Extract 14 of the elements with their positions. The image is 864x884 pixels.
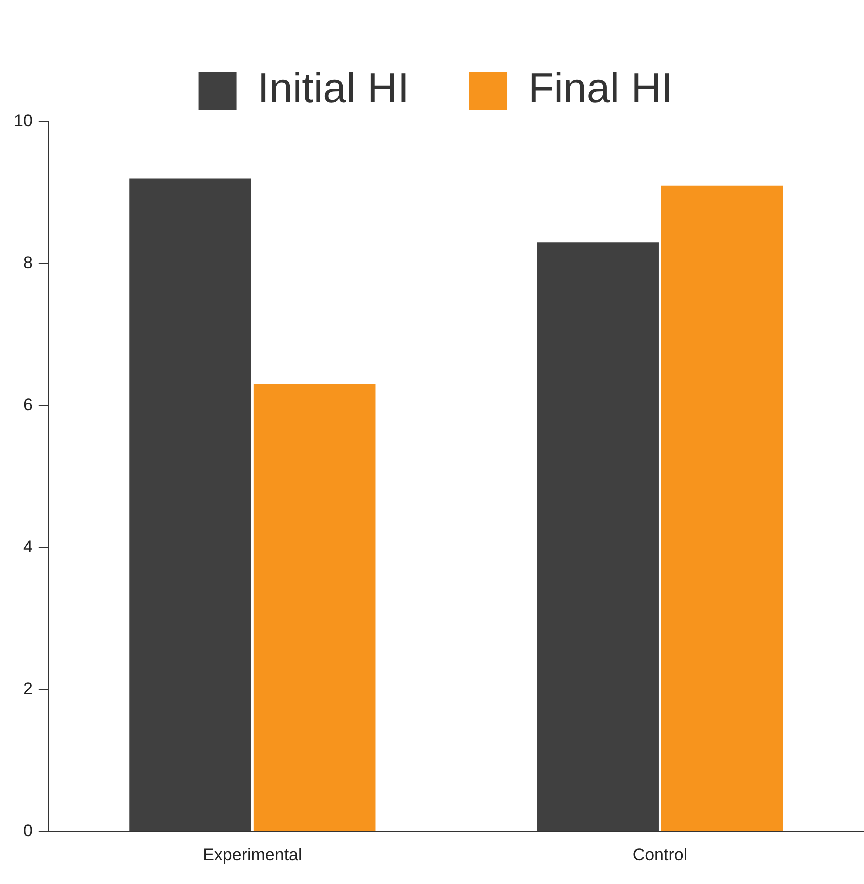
y-tick-label: 2 [23, 679, 33, 698]
x-tick-label: Experimental [203, 845, 302, 864]
legend-label: Final HI [528, 64, 674, 112]
x-tick-label: Control [632, 845, 688, 864]
y-tick-label: 6 [23, 396, 33, 415]
y-tick-label: 8 [23, 254, 33, 273]
bar [254, 384, 376, 832]
bar [130, 178, 252, 832]
bar [661, 186, 784, 832]
y-tick-label: 0 [23, 821, 33, 840]
legend-label: Initial HI [258, 64, 410, 112]
y-tick-label: 4 [23, 537, 33, 556]
bar [537, 242, 659, 832]
y-tick-label: 10 [14, 112, 33, 131]
